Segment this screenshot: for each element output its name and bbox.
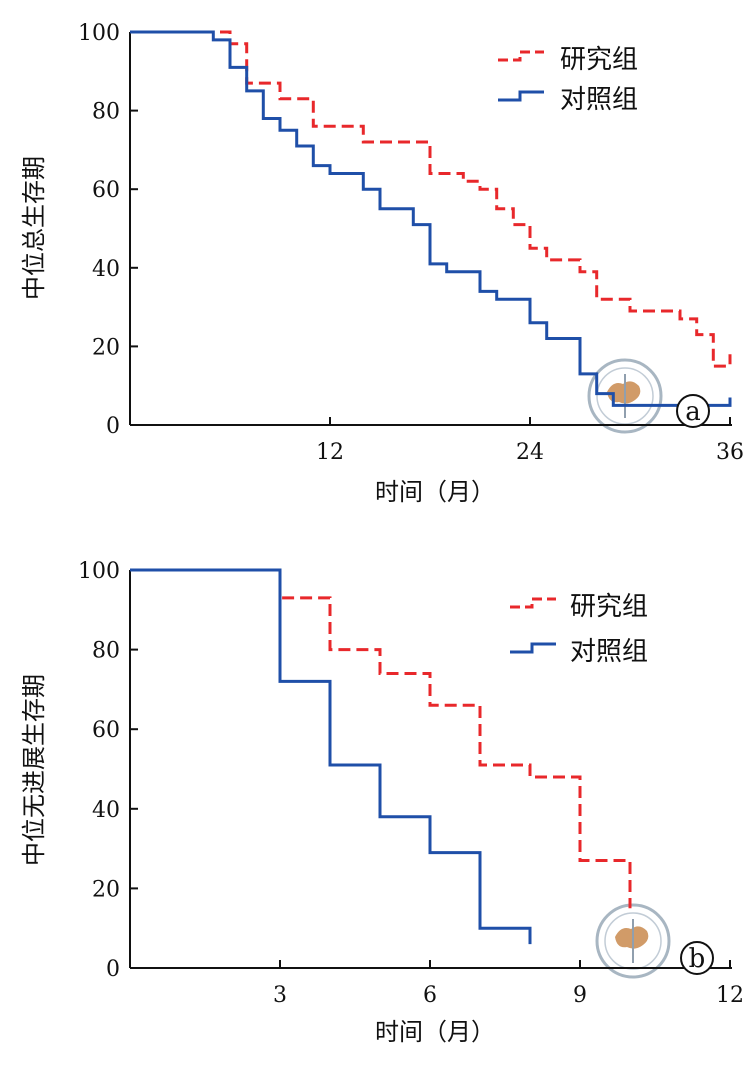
- x-tick-label: 24: [516, 440, 544, 465]
- x-tick-label: 9: [573, 983, 587, 1008]
- x-tick-label: 36: [716, 440, 744, 465]
- y-axis-title: 中位无进展生存期: [20, 674, 48, 866]
- legend-item: 对照组: [510, 637, 648, 667]
- y-tick-label: 40: [92, 257, 120, 282]
- y-tick-label: 20: [92, 877, 120, 902]
- svg-text:a: a: [685, 397, 701, 427]
- legend-label: 研究组: [560, 45, 638, 75]
- y-tick-label: 0: [106, 957, 120, 982]
- legend-item: 对照组: [498, 85, 638, 115]
- x-tick-label: 12: [716, 983, 744, 1008]
- legend-swatch: [510, 597, 556, 609]
- series-line-study-group: [130, 30, 732, 368]
- svg-text:b: b: [689, 944, 706, 974]
- series-line-control-group: [130, 30, 732, 407]
- x-tick-label: 3: [273, 983, 287, 1008]
- y-tick-label: 80: [92, 639, 120, 664]
- y-tick-label: 0: [106, 414, 120, 439]
- legend-label: 对照组: [570, 637, 648, 667]
- y-tick-label: 100: [78, 559, 120, 584]
- legend-item: 研究组: [498, 45, 638, 75]
- legend-item: 研究组: [510, 592, 648, 622]
- series-line-study-group: [130, 568, 632, 909]
- legend-swatch: [510, 642, 556, 654]
- panel-label: b: [680, 941, 714, 975]
- watermark-seal: [595, 903, 671, 979]
- y-tick-label: 80: [92, 100, 120, 125]
- watermark-seal: [587, 358, 663, 434]
- y-tick-label: 20: [92, 335, 120, 360]
- legend-swatch: [498, 90, 544, 102]
- x-axis-title: 时间（月）: [375, 1018, 495, 1046]
- series-line-control-group: [130, 568, 532, 945]
- y-axis-title: 中位总生存期: [20, 156, 48, 300]
- y-tick-label: 60: [92, 718, 120, 743]
- y-tick-label: 40: [92, 798, 120, 823]
- legend-label: 研究组: [570, 592, 648, 622]
- x-axis-title: 时间（月）: [375, 478, 495, 506]
- x-tick-label: 6: [423, 983, 437, 1008]
- panel-label: a: [676, 394, 710, 428]
- x-tick-label: 12: [316, 440, 344, 465]
- y-tick-label: 60: [92, 178, 120, 203]
- legend-label: 对照组: [560, 85, 638, 115]
- y-tick-label: 100: [78, 21, 120, 46]
- legend-swatch: [498, 50, 544, 62]
